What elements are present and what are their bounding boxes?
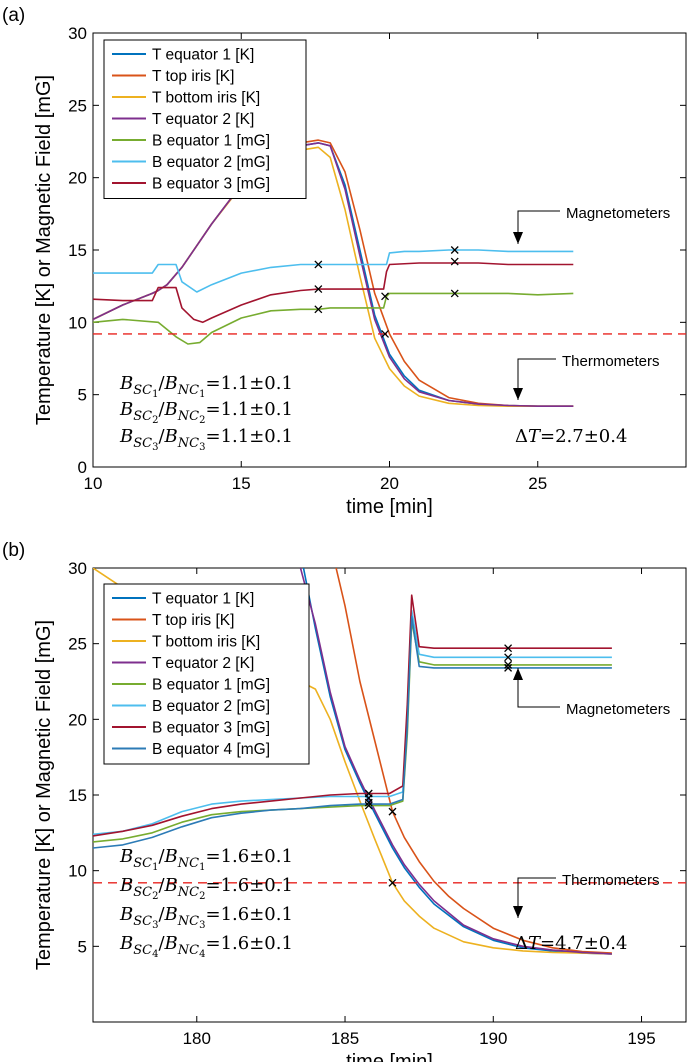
y-tick-label: 30 [68,559,87,578]
ratio-text-1: BSC1/BNC1=1.6±0.1 [119,846,293,873]
thermometers-arrow-line [517,358,556,400]
x-tick-label: 180 [183,1029,211,1048]
legend-label-5: B equator 1 [mG] [152,677,270,694]
thermometers-arrow-head [513,906,523,918]
panel-label: (a) [2,5,25,26]
y-tick-label: 0 [78,458,87,477]
cross-marker-7 [504,644,513,653]
legend-label-6: B equator 2 [mG] [152,154,270,171]
y-axis-label: Temperature [K] or Magnetic Field [mG] [33,620,55,970]
cross-marker-8 [504,653,513,662]
y-tick-label: 15 [68,241,87,260]
thermometers-arrow-head [513,388,523,400]
cross-marker-4 [364,801,373,810]
y-tick-label: 25 [68,96,87,115]
legend-label-3: T bottom iris [K] [152,634,260,651]
thermometers-arrow-line [517,877,556,918]
legend-label-1: T equator 1 [K] [152,591,254,608]
legend-label-4: T equator 2 [K] [152,111,254,128]
legend-label-2: T top iris [K] [152,68,234,85]
series-line-5 [93,292,574,345]
chart-panel-2: 180 185 190 195 5 10 15 20 25 30 time [min] Tempera… [2,540,687,1062]
cross-marker-1 [314,260,323,269]
y-tick-label: 10 [68,313,87,332]
cross-marker-6 [388,878,397,887]
cross-marker-5 [388,807,397,816]
cross-marker-3 [314,305,323,314]
legend-box [103,583,310,765]
magnetometers-arrow-line [517,668,560,708]
legend-label-7: B equator 3 [mG] [152,176,270,193]
magnetometers-arrow-head [513,668,523,680]
x-tick-label: 185 [331,1029,359,1048]
ratio-text-2: BSC2/BNC2=1.6±0.1 [119,875,293,902]
cross-marker-10 [504,663,513,672]
y-tick-label: 15 [68,786,87,805]
x-axis-label: time [min] [346,496,433,518]
x-tick-label: 15 [232,474,251,493]
series-group [93,139,686,408]
cross-marker-9 [504,660,513,669]
magnetometers-label: Magnetometers [566,701,670,718]
legend-label-5: B equator 1 [mG] [152,133,270,150]
y-tick-label: 20 [68,710,87,729]
ratio-text-3: BSC3/BNC3=1.1±0.1 [119,426,293,453]
delta-t-text: ΔT=4.7±0.4 [515,933,627,954]
y-tick-label: 25 [68,635,87,654]
y-tick-label: 5 [78,386,87,405]
thermometers-label: Thermometers [562,353,660,370]
y-tick-label: 5 [78,937,87,956]
y-axis-label: Temperature [K] or Magnetic Field [mG] [33,75,55,425]
legend: T equator 1 [K] T top iris [K] T bottom ir… [103,39,307,199]
legend-label-1: T equator 1 [K] [152,47,254,64]
x-tick-label: 190 [479,1029,507,1048]
cross-marker-8 [450,289,459,298]
y-tick-label: 10 [68,862,87,881]
cross-marker-5 [381,329,390,338]
series-line-2 [335,568,612,954]
series-line-4 [93,142,574,408]
x-tick-label: 10 [84,474,103,493]
magnetometers-arrow-head [513,232,523,244]
y-tick-label: 20 [68,169,87,188]
x-tick-label: 20 [380,474,399,493]
ratio-text-4: BSC4/BNC4=1.6±0.1 [119,933,293,960]
legend-label-7: B equator 3 [mG] [152,720,270,737]
ratio-text-1: BSC1/BNC1=1.1±0.1 [119,373,293,400]
delta-t-text: ΔT=2.7±0.4 [515,426,627,447]
x-tick-label: 25 [528,474,547,493]
series-line-1 [302,568,612,955]
legend-label-2: T top iris [K] [152,612,234,629]
x-tick-label: 195 [627,1029,655,1048]
thermometers-label: Thermometers [562,872,660,889]
legend-label-4: T equator 2 [K] [152,655,254,672]
panel-label: (b) [2,540,25,561]
cross-marker-4 [381,292,390,301]
legend-label-8: B equator 4 [mG] [152,741,270,758]
cross-marker-3 [364,798,373,807]
y-tick-label: 30 [68,24,87,43]
legend: T equator 1 [K] T top iris [K] T bottom ir… [103,583,310,765]
cross-marker-6 [450,246,459,254]
cross-marker-2 [314,285,323,294]
chart-panel-1: 10 15 20 25 0 5 10 15 20 25 30 time [min] Temperatur… [2,5,687,518]
cross-marker-7 [450,257,459,266]
magnetometers-label: Magnetometers [566,205,670,222]
ratio-text-3: BSC3/BNC3=1.6±0.1 [119,904,293,931]
ratio-text-2: BSC2/BNC2=1.1±0.1 [119,399,293,426]
legend-label-3: T bottom iris [K] [152,90,260,107]
series-line-4 [299,568,612,955]
x-axis-label: time [min] [346,1051,433,1062]
legend-label-6: B equator 2 [mG] [152,698,270,715]
